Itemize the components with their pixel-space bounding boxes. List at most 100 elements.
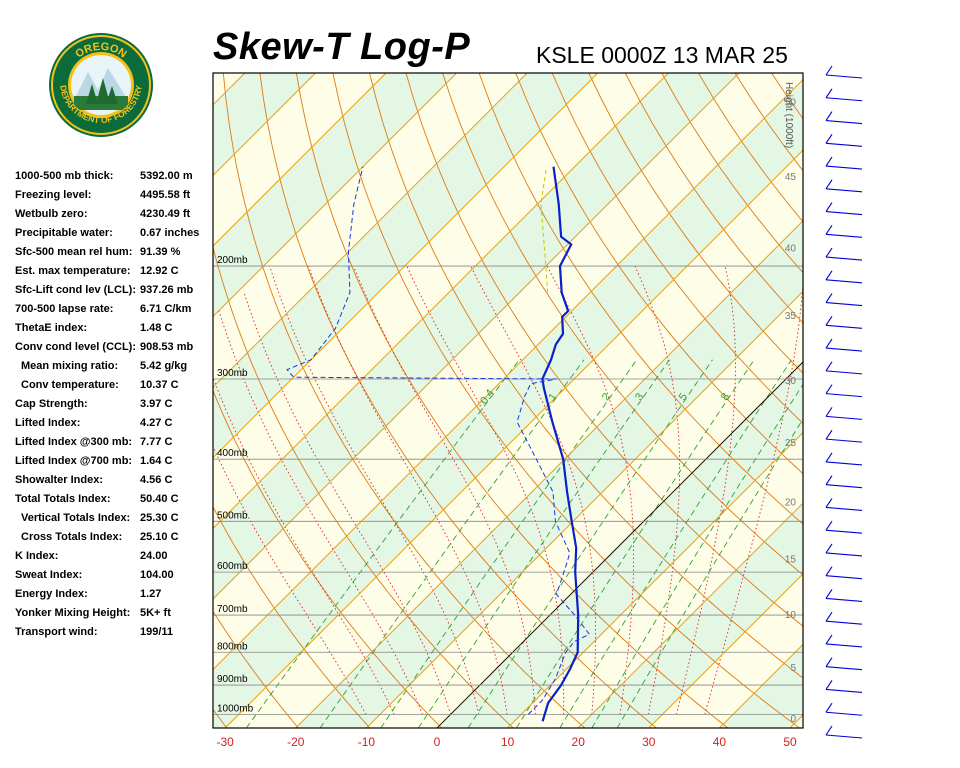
index-label: Freezing level: <box>15 189 92 201</box>
isotherm <box>213 73 669 530</box>
dry-adiabat <box>551 73 803 424</box>
wind-barb-flag <box>825 293 833 303</box>
index-value: 12.92 C <box>140 265 179 277</box>
index-value: 3.97 C <box>140 398 173 410</box>
mixing-ratio-line <box>516 359 755 728</box>
index-row: ThetaE index: 1.48 C <box>15 322 215 341</box>
wind-barb-flag <box>825 520 833 531</box>
isotherm <box>213 73 528 388</box>
index-value: 6.71 C/km <box>140 303 192 315</box>
wind-barb <box>825 657 863 671</box>
index-row: Freezing level: 4495.58 ft <box>15 189 215 208</box>
index-value: 10.37 C <box>140 379 179 391</box>
isobar-label: 200mb <box>217 255 248 266</box>
index-row: Vertical Totals Index: 25.30 C <box>15 512 215 531</box>
index-row: Cap Strength: 3.97 C <box>15 398 215 417</box>
dry-adiabat <box>808 73 960 728</box>
mixing-ratio-label: 1 <box>546 391 559 403</box>
x-tick-label: 0 <box>434 735 441 749</box>
isotherm <box>213 73 246 106</box>
index-value: 5392.00 m <box>140 170 193 182</box>
wind-barb-shaft <box>825 119 863 125</box>
x-tick-label: -10 <box>358 735 376 749</box>
height-axis-title: Height (1000ft) <box>783 82 794 148</box>
height-tick-label: 10 <box>785 610 797 621</box>
wind-barb <box>825 520 863 534</box>
index-value: 5.42 g/kg <box>140 360 188 372</box>
wind-barb <box>825 680 863 694</box>
wind-barb-flag <box>825 133 833 144</box>
x-tick-label: -20 <box>287 735 305 749</box>
wind-barb <box>825 111 863 125</box>
isobar-label: 1000mb <box>217 703 254 714</box>
logo-tree-1 <box>86 84 98 104</box>
height-tick-label: 5 <box>790 663 796 674</box>
index-row: Transport wind: 199/11 <box>15 626 215 645</box>
wind-barb-shaft <box>825 165 863 170</box>
wind-barb-shaft <box>825 279 863 284</box>
index-row: Est. max temperature: 12.92 C <box>15 265 215 284</box>
moist-adiabat <box>704 277 803 715</box>
x-tick-label: 10 <box>501 735 515 749</box>
wind-barb-flag <box>825 589 833 599</box>
wind-barb <box>825 316 863 329</box>
wind-barb-flag <box>825 702 833 713</box>
wind-barb <box>825 452 863 466</box>
height-tick-label: 0 <box>790 714 796 725</box>
dry-adiabat <box>918 73 960 728</box>
wind-barb-shaft <box>825 666 863 671</box>
isotherm <box>789 714 803 728</box>
wind-barb-shaft <box>825 529 863 534</box>
index-row: 1000-500 mb thick: 5392.00 m <box>15 170 215 189</box>
index-value: 4230.49 ft <box>140 208 191 220</box>
wind-barb-shaft <box>825 188 863 193</box>
index-label: Energy Index: <box>15 588 88 600</box>
height-tick-label: 45 <box>785 172 797 183</box>
mixing-ratio-line <box>418 359 670 728</box>
index-value: 908.53 mb <box>140 341 194 353</box>
wind-barb <box>825 543 863 557</box>
plot-area <box>213 73 960 728</box>
index-value: 199/11 <box>140 626 174 638</box>
index-value: 1.48 C <box>140 322 173 334</box>
index-label: Yonker Mixing Height: <box>15 607 131 619</box>
wind-barb <box>825 429 863 443</box>
index-value: 50.40 C <box>140 493 179 505</box>
logo-tree-3 <box>106 86 118 104</box>
wind-barb <box>825 270 863 284</box>
index-row: Lifted Index @300 mb: 7.77 C <box>15 436 215 455</box>
wind-barb <box>825 133 863 147</box>
index-label: Sweat Index: <box>15 569 83 581</box>
mixing-ratio-label: 5 <box>677 391 690 403</box>
mixing-ratio-line <box>319 359 585 728</box>
height-tick-label: 50 <box>785 97 797 108</box>
wind-barb <box>825 634 863 648</box>
wind-barb <box>825 589 863 602</box>
index-row: Sfc-Lift cond lev (LCL): 937.26 mb <box>15 284 215 303</box>
mixing-ratio-label: 8 <box>719 391 732 403</box>
wind-barb-shaft <box>825 575 863 580</box>
wind-barb-shaft <box>825 324 863 329</box>
mixing-ratio-line <box>380 359 638 728</box>
index-row: Showalter Index: 4.56 C <box>15 474 215 493</box>
index-label: Mean mixing ratio: <box>21 360 119 372</box>
dry-adiabat <box>213 505 371 728</box>
wind-barb <box>825 725 863 739</box>
index-label: Wetbulb zero: <box>15 208 88 220</box>
x-tick-label: 50 <box>783 735 797 749</box>
index-label: Sfc-500 mean rel hum: <box>15 246 133 258</box>
wind-barb-shaft <box>825 597 863 602</box>
isotherm <box>577 502 803 728</box>
wind-barb <box>825 179 863 193</box>
dry-adiabat <box>405 73 803 627</box>
isobar-label: 400mb <box>217 448 248 459</box>
height-tick-label: 30 <box>785 376 797 387</box>
dry-adiabat <box>213 708 228 728</box>
wind-barb <box>825 566 863 580</box>
wind-barbs <box>825 65 863 739</box>
wind-barb-shaft <box>825 688 863 694</box>
isotherm <box>295 220 803 728</box>
dry-adiabat <box>213 389 442 728</box>
wind-barb-shaft <box>825 302 863 307</box>
chart-title: Skew-T Log-P <box>213 26 471 68</box>
